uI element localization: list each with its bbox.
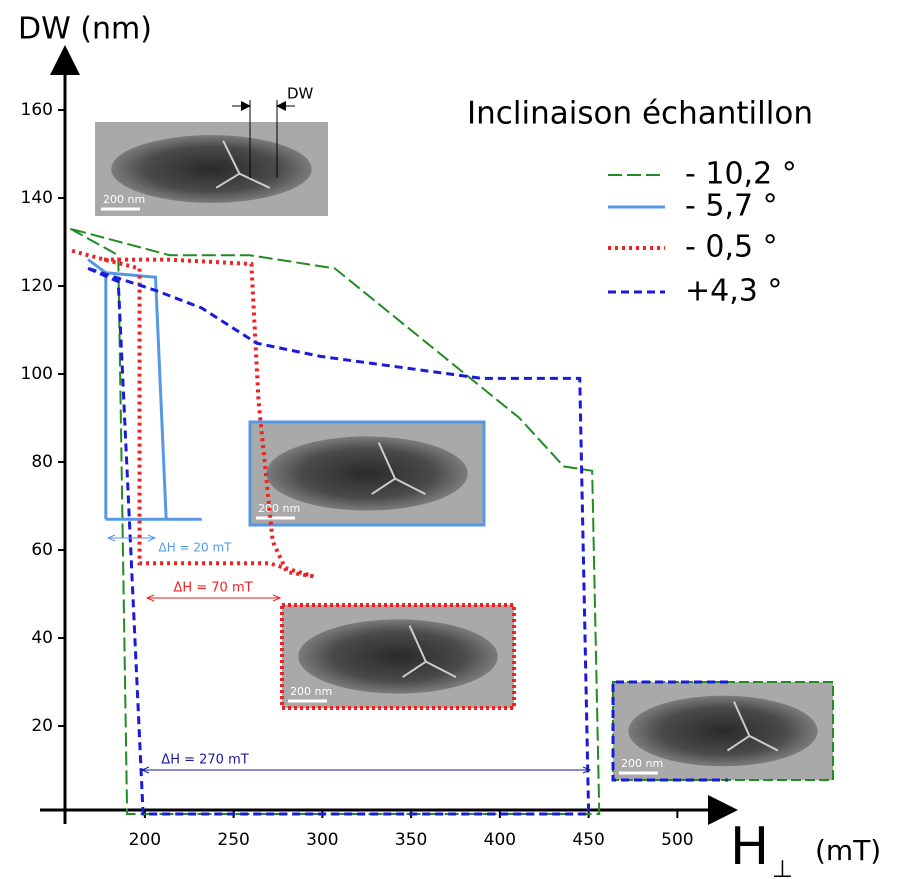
inset-wall [402,625,457,678]
legend-label: - 0,5 ° [685,230,778,265]
inset-image: 200 nm [280,603,516,710]
inset-particle [298,619,498,694]
series-line [71,248,315,579]
inset-particle [111,135,312,203]
inset-wall [726,701,779,752]
y-tick-label: 20 [31,716,53,736]
scale-label: 200 nm [621,757,663,770]
inset-border [248,420,486,527]
arrow-head [140,766,592,774]
x-axis-unit: (mT) [815,834,881,867]
x-axis-label: H [730,817,769,877]
inset-particle [266,436,468,511]
y-tick-label: 100 [21,364,53,384]
scale-label: 200 nm [103,193,145,206]
series-line [69,227,601,815]
inset-border [280,603,516,710]
inset-image: 200 nm [95,122,328,216]
legend-title: Inclinaison échantillon [467,96,813,132]
x-tick-label: 400 [484,830,516,850]
arrow-head [106,534,157,542]
legend-label: +4,3 ° [685,274,782,309]
x-tick-label: 300 [306,830,338,850]
x-tick-label: 500 [661,830,693,850]
inset-border-blue [611,680,728,782]
x-axis-label-sub: ⊥ [772,855,793,879]
y-tick-label: 120 [21,276,53,296]
inset-particle [628,695,818,767]
x-tick-label: 450 [572,830,604,850]
x-tick-label: 350 [395,830,427,850]
scale-label: 200 nm [258,502,300,515]
inset-border [612,681,834,781]
y-axis-label: DW (nm) [18,12,152,47]
y-tick-label: 140 [21,188,53,208]
y-tick-label: 80 [31,452,53,472]
scale-label: 200 nm [290,685,332,698]
inset-wall [215,140,271,189]
inset-image: 200 nm [612,681,834,781]
legend-label: - 10,2 ° [685,157,797,192]
annotation: ΔH = 70 mT [173,581,252,596]
x-tick-label: 200 [129,830,161,850]
inset-wall [371,442,426,495]
y-tick-label: 60 [31,540,53,560]
series-line [87,258,202,521]
dw-label: DW [287,85,314,103]
annotation: ΔH = 20 mT [158,541,232,555]
annotation: ΔH = 270 mT [161,753,248,768]
arrow-head [145,594,282,602]
legend-label: - 5,7 ° [685,189,778,224]
inset-image: 200 nm [248,420,486,527]
x-tick-label: 250 [217,830,249,850]
y-tick-label: 40 [31,628,53,648]
y-tick-label: 160 [21,100,53,120]
